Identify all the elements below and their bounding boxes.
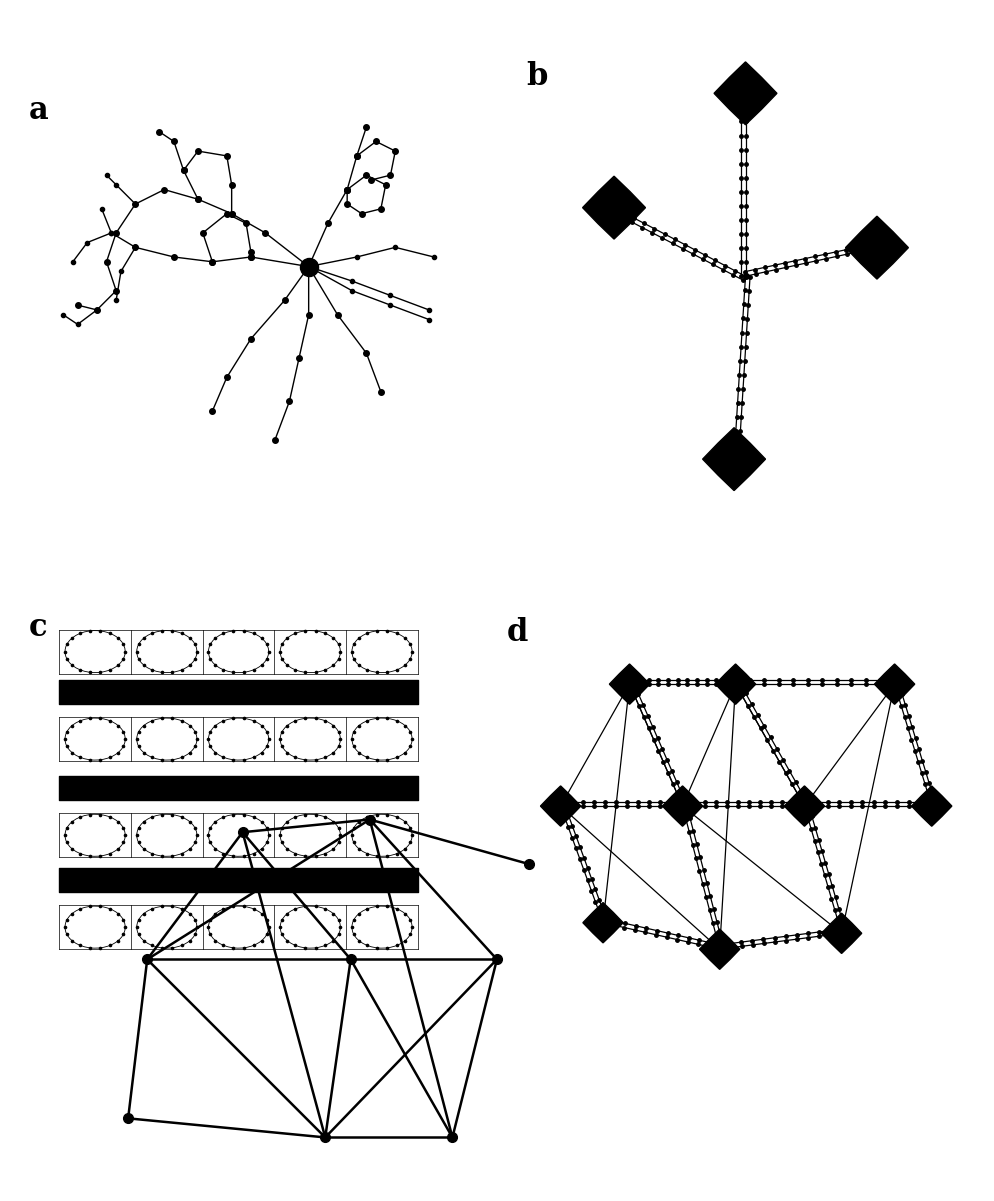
Polygon shape bbox=[875, 664, 914, 704]
Polygon shape bbox=[821, 913, 862, 954]
Polygon shape bbox=[784, 785, 825, 826]
Polygon shape bbox=[714, 62, 777, 125]
Polygon shape bbox=[703, 428, 765, 490]
Text: c: c bbox=[29, 611, 48, 643]
Text: e: e bbox=[58, 773, 78, 803]
Polygon shape bbox=[846, 216, 909, 279]
Text: a: a bbox=[29, 95, 49, 126]
Polygon shape bbox=[700, 930, 740, 969]
Polygon shape bbox=[541, 785, 580, 826]
Text: d: d bbox=[507, 617, 528, 649]
Polygon shape bbox=[662, 785, 703, 826]
Polygon shape bbox=[582, 177, 645, 239]
Text: b: b bbox=[526, 61, 548, 92]
Polygon shape bbox=[716, 664, 755, 704]
Polygon shape bbox=[911, 785, 952, 826]
Polygon shape bbox=[582, 903, 623, 943]
Polygon shape bbox=[609, 664, 650, 704]
